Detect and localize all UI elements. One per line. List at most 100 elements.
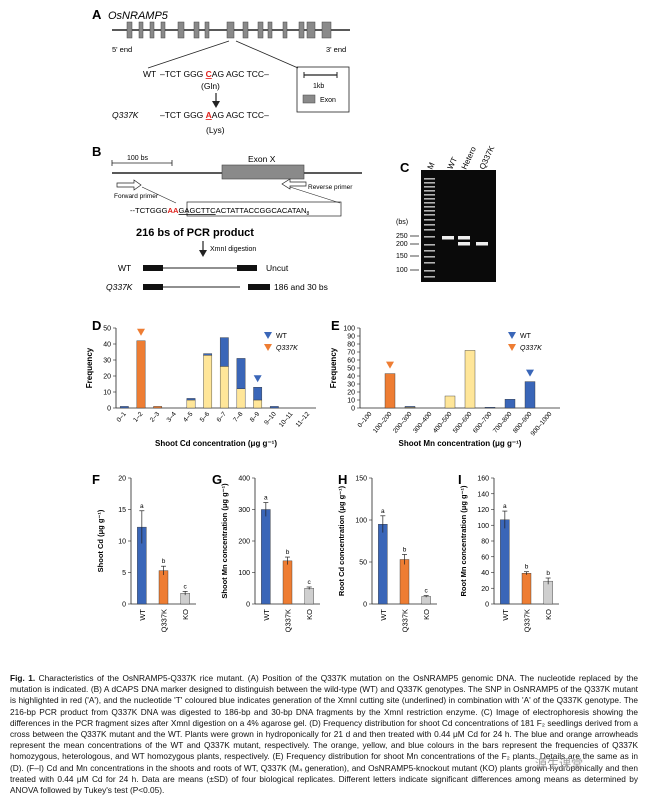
bar-wt bbox=[186, 398, 196, 401]
y-tick-label: 0 bbox=[122, 602, 126, 609]
ladder-band bbox=[424, 219, 435, 221]
three-prime-label: 3' end bbox=[326, 45, 346, 54]
x-tick-label: KO bbox=[305, 609, 314, 620]
x-tick-label: 100–200 bbox=[372, 410, 394, 434]
mut-fragment-30 bbox=[248, 284, 270, 290]
y-tick-label: 100 bbox=[355, 518, 367, 525]
bar-hetero bbox=[219, 366, 229, 409]
exon-x-label: Exon X bbox=[248, 154, 276, 164]
x-tick-label: 0–100 bbox=[357, 410, 374, 429]
bar-wt bbox=[219, 337, 229, 367]
marker-250: 250 bbox=[396, 233, 408, 240]
exon-box bbox=[321, 21, 332, 39]
y-tick-label: 10 bbox=[347, 398, 355, 405]
wt-mean-arrow bbox=[526, 369, 534, 377]
marker-150: 150 bbox=[396, 253, 408, 260]
bar-hetero bbox=[186, 399, 196, 409]
significance-letter: a bbox=[140, 503, 144, 510]
ladder-band bbox=[424, 190, 435, 192]
ladder-band bbox=[424, 224, 435, 226]
bar-hetero bbox=[203, 355, 213, 409]
bar-hetero bbox=[236, 388, 246, 409]
x-tick-label: 4–5 bbox=[182, 411, 195, 424]
marker-200: 200 bbox=[396, 241, 408, 248]
panel-f-shoot-cd: F 0 5 10 15 20 a WT b Q337K c KO Shoot Cd (μg g⁻¹) bbox=[92, 472, 196, 632]
reverse-primer-arrow bbox=[281, 178, 307, 190]
bar-q337k bbox=[384, 373, 396, 409]
bar-wt bbox=[253, 387, 263, 401]
gel-unit: (bs) bbox=[396, 219, 408, 226]
x-tick-label: 400–500 bbox=[432, 410, 454, 434]
y-tick-label: 90 bbox=[347, 334, 355, 341]
y-axis-title: Shoot Cd (μg g⁻¹) bbox=[96, 509, 105, 572]
bar-q337k bbox=[282, 560, 293, 605]
panel-a: A OsNRAMP5 5' end 3' end WT –TCT GGG CAG… bbox=[92, 7, 350, 135]
x-tick-label: KO bbox=[181, 609, 190, 620]
y-tick-label: 140 bbox=[477, 491, 489, 498]
wt-band-label: WT bbox=[118, 263, 131, 273]
legend-wt-arrow bbox=[264, 332, 272, 339]
bar-q337k bbox=[521, 573, 532, 605]
significance-letter: b bbox=[286, 549, 290, 556]
digestion-label: XmnI digestion bbox=[210, 246, 256, 253]
bar-ko bbox=[543, 580, 553, 605]
y-axis-title: Frequency bbox=[329, 347, 338, 388]
x-tick-label: KO bbox=[422, 609, 431, 620]
panel-f-letter: F bbox=[92, 472, 100, 487]
forward-primer-label: Forward primer bbox=[114, 193, 159, 200]
x-tick-label: 200–300 bbox=[392, 410, 414, 434]
exon-box bbox=[126, 21, 133, 39]
panel-a-letter: A bbox=[92, 7, 102, 22]
x-tick-label: WT bbox=[379, 609, 388, 621]
hetero-band-lower bbox=[458, 242, 470, 246]
x-tick-label: 600–700 bbox=[472, 410, 494, 434]
exon-box bbox=[306, 21, 316, 39]
y-tick-label: 60 bbox=[481, 554, 489, 561]
x-tick-label: 1–2 bbox=[132, 411, 145, 424]
q337k-band bbox=[476, 242, 488, 246]
exon-box bbox=[298, 21, 305, 39]
x-tick-label: 700–800 bbox=[492, 410, 514, 434]
panel-h-root-cd: H 0 50 100 150 a WT b Q337K c KO Root Cd concentra… bbox=[337, 472, 437, 632]
bar-q337k bbox=[136, 340, 146, 409]
mutant-mean-arrow bbox=[386, 361, 394, 369]
exon-boxes bbox=[126, 21, 332, 39]
bar-wt bbox=[378, 524, 388, 605]
scale-legend-box bbox=[296, 66, 350, 113]
legend-wt-arrow bbox=[508, 332, 516, 339]
ladder-band bbox=[424, 186, 435, 188]
legend-mut-label: Q337K bbox=[520, 345, 542, 352]
bar-hetero bbox=[444, 395, 456, 409]
y-tick-label: 0 bbox=[485, 602, 489, 609]
y-tick-label: 80 bbox=[347, 342, 355, 349]
y-axis-title: Root Mn concentration (μg g⁻¹) bbox=[459, 485, 468, 597]
zoom-line-left bbox=[147, 40, 230, 69]
legend-mut-arrow bbox=[508, 344, 516, 351]
significance-letter: b bbox=[546, 570, 550, 577]
y-tick-label: 50 bbox=[347, 366, 355, 373]
wt-aa: (Gln) bbox=[201, 81, 220, 91]
x-tick-label: 500–600 bbox=[452, 410, 474, 434]
y-tick-label: 30 bbox=[103, 358, 111, 365]
y-tick-label: 20 bbox=[481, 586, 489, 593]
y-tick-label: 300 bbox=[238, 507, 250, 514]
significance-letter: b bbox=[525, 564, 529, 571]
x-axis-title: Shoot Mn concentration (μg g⁻¹) bbox=[399, 439, 522, 448]
y-axis-title: Root Cd concentration (μg g⁻¹) bbox=[337, 485, 346, 596]
ladder-band bbox=[424, 229, 435, 231]
y-tick-label: 120 bbox=[477, 507, 489, 514]
exon-box bbox=[282, 21, 288, 39]
gel-bands bbox=[424, 178, 488, 278]
ladder-band bbox=[424, 210, 435, 212]
y-tick-label: 40 bbox=[347, 374, 355, 381]
lane-label-hetero: Hetero bbox=[460, 145, 479, 171]
panel-g-letter: G bbox=[212, 472, 222, 487]
exon-box bbox=[138, 21, 144, 39]
y-tick-label: 15 bbox=[118, 507, 126, 514]
fragment-label: 186 and 30 bs bbox=[274, 282, 328, 292]
x-tick-label: Q337K bbox=[523, 609, 532, 632]
y-tick-label: 80 bbox=[481, 539, 489, 546]
pcr-product-label: 216 bs of PCR product bbox=[136, 227, 254, 239]
